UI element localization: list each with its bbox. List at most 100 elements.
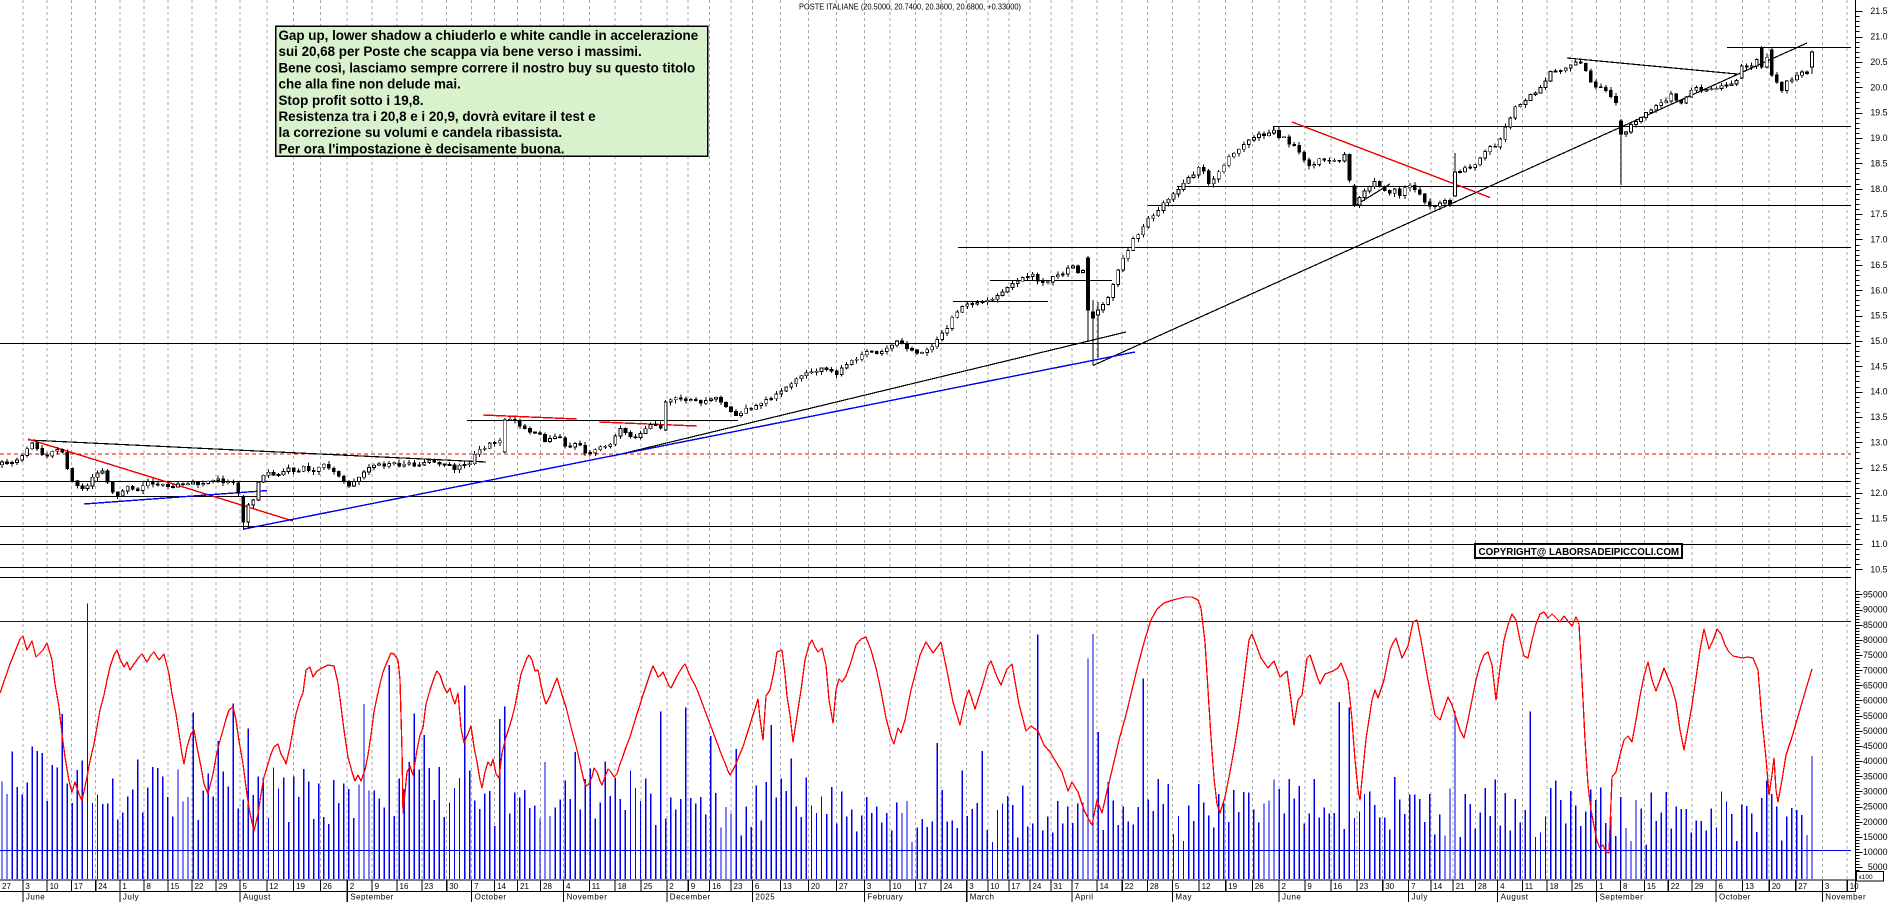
svg-text:18: 18 xyxy=(618,882,627,891)
svg-text:May: May xyxy=(1175,893,1192,902)
svg-text:11.0: 11.0 xyxy=(1871,539,1888,549)
svg-text:3: 3 xyxy=(25,882,30,891)
svg-text:21: 21 xyxy=(1456,882,1465,891)
svg-text:16: 16 xyxy=(712,882,721,891)
svg-text:June: June xyxy=(26,893,45,902)
svg-text:October: October xyxy=(1719,893,1751,902)
svg-text:70000: 70000 xyxy=(1863,665,1888,675)
svg-text:13.5: 13.5 xyxy=(1870,412,1887,422)
svg-text:Stop profit sotto i 19,8.: Stop profit sotto i 19,8. xyxy=(279,93,424,108)
svg-text:75000: 75000 xyxy=(1863,650,1888,660)
svg-text:90000: 90000 xyxy=(1863,605,1888,615)
svg-text:2025: 2025 xyxy=(755,893,775,902)
svg-text:November: November xyxy=(1825,893,1866,902)
svg-text:Gap up, lower shadow a chiuder: Gap up, lower shadow a chiuderlo e white… xyxy=(279,28,699,43)
svg-text:29: 29 xyxy=(1695,882,1704,891)
svg-text:5: 5 xyxy=(243,882,248,891)
svg-text:19.5: 19.5 xyxy=(1870,108,1887,118)
svg-text:13: 13 xyxy=(1745,882,1754,891)
svg-text:3: 3 xyxy=(867,882,872,891)
svg-text:November: November xyxy=(567,893,608,902)
svg-text:11: 11 xyxy=(592,882,601,891)
svg-text:August: August xyxy=(243,893,271,902)
svg-text:11: 11 xyxy=(1525,882,1534,891)
svg-text:March: March xyxy=(970,893,995,902)
svg-text:20000: 20000 xyxy=(1863,817,1888,827)
svg-text:2: 2 xyxy=(669,882,674,891)
svg-text:15.5: 15.5 xyxy=(1870,311,1887,321)
svg-text:2: 2 xyxy=(350,882,355,891)
svg-text:14.5: 14.5 xyxy=(1870,361,1887,371)
svg-text:17: 17 xyxy=(74,882,83,891)
svg-text:9: 9 xyxy=(375,882,380,891)
svg-text:17: 17 xyxy=(918,882,927,891)
svg-text:2: 2 xyxy=(1282,882,1287,891)
svg-text:la correzione su volumi e cand: la correzione su volumi e candela ribass… xyxy=(279,125,563,140)
svg-text:Resistenza tra i 20,8 e i 20,9: Resistenza tra i 20,8 e i 20,9, dovrà ev… xyxy=(279,109,596,124)
svg-text:25: 25 xyxy=(1574,882,1583,891)
svg-text:1: 1 xyxy=(122,882,127,891)
svg-text:29: 29 xyxy=(219,882,228,891)
svg-text:5000: 5000 xyxy=(1868,862,1888,872)
svg-text:4: 4 xyxy=(1500,882,1505,891)
svg-text:Bene così, lasciamo sempre cor: Bene così, lasciamo sempre correre il no… xyxy=(279,60,696,75)
svg-text:50000: 50000 xyxy=(1863,726,1888,736)
svg-text:5: 5 xyxy=(1175,882,1180,891)
svg-text:55000: 55000 xyxy=(1863,711,1888,721)
svg-text:31: 31 xyxy=(1053,882,1062,891)
svg-text:18.0: 18.0 xyxy=(1870,184,1887,194)
svg-text:10: 10 xyxy=(893,882,902,891)
svg-text:POSTE ITALIANE (20.5000, 20.74: POSTE ITALIANE (20.5000, 20.7400, 20.360… xyxy=(799,3,1021,12)
svg-text:14: 14 xyxy=(1433,882,1442,891)
svg-text:15: 15 xyxy=(1647,882,1656,891)
svg-text:19.0: 19.0 xyxy=(1870,133,1887,143)
svg-text:20.5: 20.5 xyxy=(1870,57,1887,67)
svg-text:15: 15 xyxy=(170,882,179,891)
svg-text:11.5: 11.5 xyxy=(1871,514,1888,524)
svg-text:6: 6 xyxy=(755,882,760,891)
svg-text:23: 23 xyxy=(1359,882,1368,891)
svg-text:COPYRIGHT@ LABORSADEIPICCOLI.C: COPYRIGHT@ LABORSADEIPICCOLI.COM xyxy=(1479,547,1680,558)
svg-text:12.5: 12.5 xyxy=(1870,463,1887,473)
svg-text:23: 23 xyxy=(734,882,743,891)
svg-text:8: 8 xyxy=(1623,882,1628,891)
svg-text:40000: 40000 xyxy=(1863,756,1888,766)
svg-text:20.0: 20.0 xyxy=(1870,82,1887,92)
svg-text:17.0: 17.0 xyxy=(1870,235,1887,245)
svg-text:September: September xyxy=(1600,893,1644,902)
svg-text:95000: 95000 xyxy=(1863,590,1888,600)
svg-text:25000: 25000 xyxy=(1863,802,1888,812)
svg-text:27: 27 xyxy=(839,882,848,891)
svg-text:19: 19 xyxy=(1228,882,1237,891)
svg-text:35000: 35000 xyxy=(1863,771,1888,781)
svg-text:14.0: 14.0 xyxy=(1870,387,1887,397)
svg-text:4: 4 xyxy=(566,882,571,891)
svg-text:22: 22 xyxy=(1125,882,1134,891)
svg-text:26: 26 xyxy=(1255,882,1264,891)
svg-text:80000: 80000 xyxy=(1863,635,1888,645)
svg-text:13.0: 13.0 xyxy=(1870,437,1887,447)
svg-text:22: 22 xyxy=(1671,882,1680,891)
svg-text:16: 16 xyxy=(400,882,409,891)
svg-text:12: 12 xyxy=(269,882,278,891)
svg-text:12: 12 xyxy=(1202,882,1211,891)
svg-text:24: 24 xyxy=(1032,882,1041,891)
svg-text:10000: 10000 xyxy=(1863,847,1888,857)
svg-text:65000: 65000 xyxy=(1863,681,1888,691)
svg-text:20: 20 xyxy=(1772,882,1781,891)
svg-text:24: 24 xyxy=(944,882,953,891)
svg-text:February: February xyxy=(867,893,903,902)
svg-text:9: 9 xyxy=(691,882,696,891)
svg-text:July: July xyxy=(1412,893,1428,902)
svg-text:21: 21 xyxy=(520,882,529,891)
svg-text:28: 28 xyxy=(1478,882,1487,891)
svg-text:30000: 30000 xyxy=(1863,787,1888,797)
svg-text:21.5: 21.5 xyxy=(1870,6,1887,16)
svg-text:15000: 15000 xyxy=(1863,832,1888,842)
svg-text:July: July xyxy=(123,893,139,902)
svg-text:6: 6 xyxy=(1719,882,1724,891)
svg-text:26: 26 xyxy=(323,882,332,891)
svg-text:17.5: 17.5 xyxy=(1870,209,1887,219)
svg-text:April: April xyxy=(1075,893,1094,902)
svg-text:10.5: 10.5 xyxy=(1870,564,1887,574)
